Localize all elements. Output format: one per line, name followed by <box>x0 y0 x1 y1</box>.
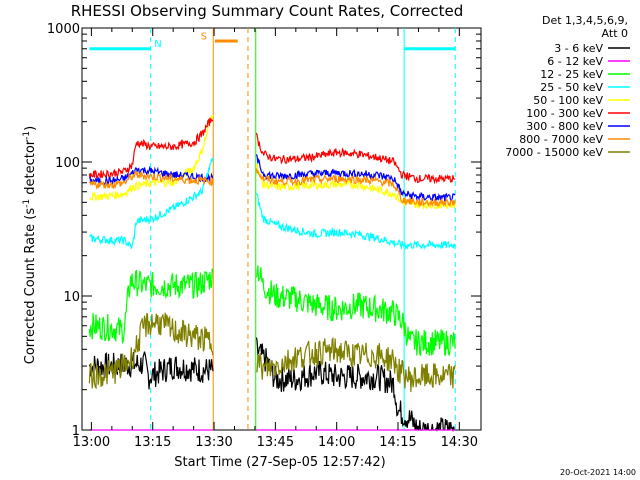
x-axis-label: Start Time (27-Sep-05 12:57:42) <box>174 455 385 470</box>
plot-area: N S 13:00 13:15 13:30 13:45 14:00 14:15 14:30 1 10… <box>47 22 482 450</box>
ylabel-end: ) <box>23 126 38 131</box>
y-tick-label-3: 1000 <box>47 22 80 37</box>
y-tick-label-2: 100 <box>55 156 80 171</box>
y-tick-label-1: 10 <box>63 290 80 305</box>
legend-label-7: 800 - 7000 keV <box>519 133 603 146</box>
series-line-2 <box>88 265 456 356</box>
x-tick-label-0: 13:00 <box>73 435 110 450</box>
series-line-6 <box>88 154 456 203</box>
legend-label-6: 300 - 800 keV <box>526 120 603 133</box>
x-tick-label-6: 14:30 <box>441 435 478 450</box>
x-tick-label-2: 13:30 <box>195 435 232 450</box>
legend-label-0: 3 - 6 keV <box>554 42 603 55</box>
legend-header-line2: Att 0 <box>602 27 628 40</box>
series-line-4 <box>89 114 456 210</box>
ylabel-sup1: -1 <box>22 199 32 208</box>
x-tick-label-3: 13:45 <box>257 435 294 450</box>
series-line-3 <box>89 157 456 251</box>
ylabel-main: Corrected Count Rate (s <box>23 208 38 365</box>
y-tick-label-0: 1 <box>72 424 80 439</box>
legend-label-4: 50 - 100 keV <box>533 94 603 107</box>
chart-title: RHESSI Observing Summary Count Rates, Co… <box>71 2 464 20</box>
ylabel-mid: detector <box>23 139 38 199</box>
legend-label-2: 12 - 25 keV <box>540 68 603 81</box>
legend-label-1: 6 - 12 keV <box>547 55 603 68</box>
timestamp: 20-Oct-2021 14:00 <box>560 468 636 477</box>
legend-label-8: 7000 - 15000 keV <box>505 146 603 159</box>
x-tick-label-4: 14:00 <box>318 435 355 450</box>
legend-header-line1: Det 1,3,4,5,6,9, <box>542 14 628 27</box>
ylabel-sup2: -1 <box>22 131 32 140</box>
legend-label-3: 25 - 50 keV <box>540 81 603 94</box>
marker-n: N <box>154 39 161 50</box>
series-line-0 <box>88 337 456 433</box>
marker-s: S <box>201 32 207 43</box>
x-tick-label-5: 14:15 <box>379 435 416 450</box>
legend-label-5: 100 - 300 keV <box>526 107 603 120</box>
y-axis-label: Corrected Count Rate (s-1 detector-1) <box>22 126 38 364</box>
series-line-8 <box>88 312 456 393</box>
x-tick-label-1: 13:15 <box>134 435 171 450</box>
svg-text:Corrected Count Rate (s-1 dete: Corrected Count Rate (s-1 detector-1) <box>22 126 38 364</box>
series-line-7 <box>88 168 456 208</box>
